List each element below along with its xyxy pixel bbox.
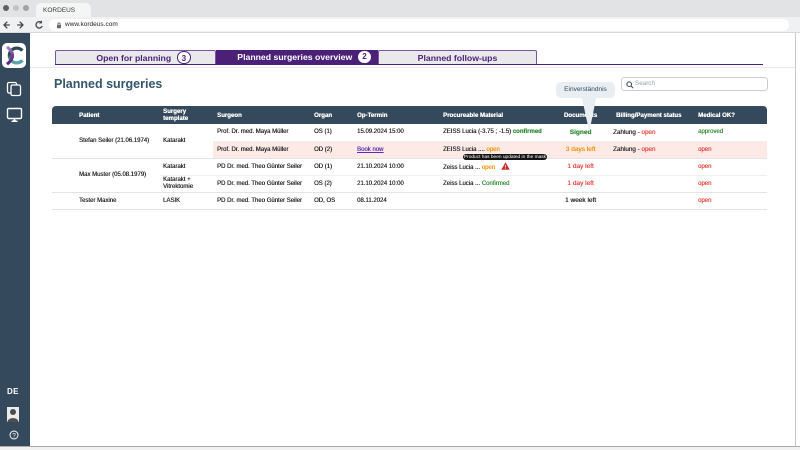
svg-text:!: ! <box>505 165 507 170</box>
svg-text:?: ? <box>12 432 16 439</box>
